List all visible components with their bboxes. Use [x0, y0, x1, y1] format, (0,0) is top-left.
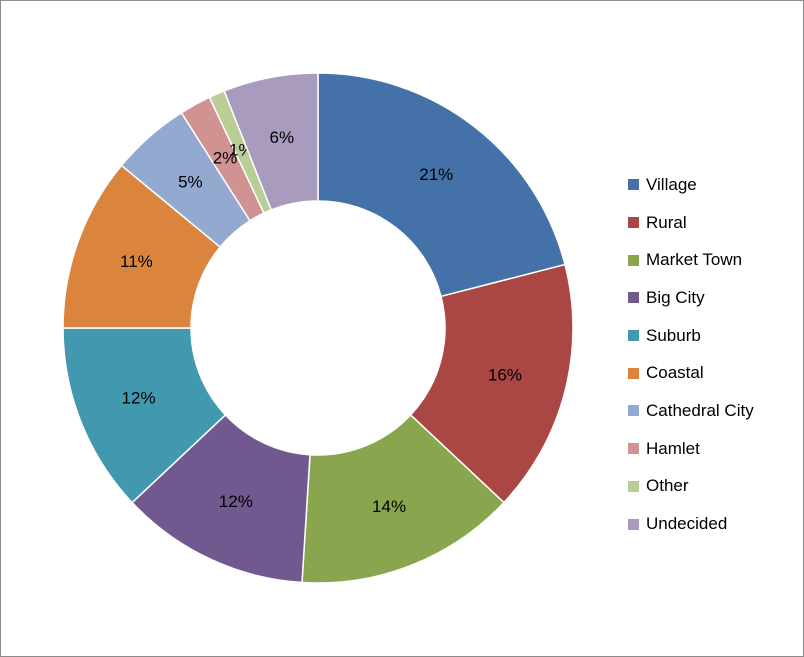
data-label-market-town: 14%: [372, 497, 406, 516]
legend-swatch: [628, 179, 639, 191]
legend-item-coastal: Coastal: [628, 354, 754, 392]
legend-item-hamlet: Hamlet: [628, 430, 754, 468]
legend-swatch: [628, 217, 639, 229]
legend-swatch: [628, 518, 639, 530]
legend-label: Village: [646, 174, 697, 194]
legend-label: Suburb: [646, 325, 701, 345]
slice-undecided: [223, 72, 319, 211]
legend-label: Other: [646, 476, 689, 496]
legend-label: Hamlet: [646, 438, 700, 458]
data-label-big-city: 12%: [219, 492, 253, 511]
legend-swatch: [628, 480, 639, 492]
slice-rural: [409, 263, 574, 504]
legend-label: Undecided: [646, 514, 728, 534]
data-label-village: 21%: [419, 165, 453, 184]
slice-village: [317, 72, 566, 298]
legend-label: Cathedral City: [646, 400, 754, 420]
legend-item-undecided: Undecided: [628, 505, 754, 543]
legend-label: Coastal: [646, 363, 704, 383]
data-label-suburb: 12%: [122, 389, 156, 408]
legend-label: Big City: [646, 287, 705, 307]
data-label-cathedral-city: 5%: [178, 173, 203, 192]
legend-item-rural: Rural: [628, 204, 754, 242]
slice-market-town: [301, 413, 505, 584]
chart-legend: Village Rural Market Town Big City Suburb Coa…: [628, 166, 754, 543]
legend-item-suburb: Suburb: [628, 317, 754, 355]
legend-item-village: Village: [628, 166, 754, 204]
legend-swatch: [628, 292, 639, 304]
legend-swatch: [628, 367, 639, 379]
legend-item-cathedral-city: Cathedral City: [628, 392, 754, 430]
legend-item-other: Other: [628, 468, 754, 506]
data-label-coastal: 11%: [120, 252, 153, 271]
legend-swatch: [628, 443, 639, 455]
legend-swatch: [628, 405, 639, 417]
data-label-rural: 16%: [488, 365, 522, 384]
legend-item-big-city: Big City: [628, 279, 754, 317]
legend-swatch: [628, 330, 639, 342]
legend-label: Market Town: [646, 250, 743, 270]
data-label-undecided: 6%: [270, 128, 295, 147]
data-label-hamlet: 2%: [213, 148, 238, 167]
legend-swatch: [628, 254, 639, 266]
legend-item-market-town: Market Town: [628, 241, 754, 279]
legend-label: Rural: [646, 212, 687, 232]
